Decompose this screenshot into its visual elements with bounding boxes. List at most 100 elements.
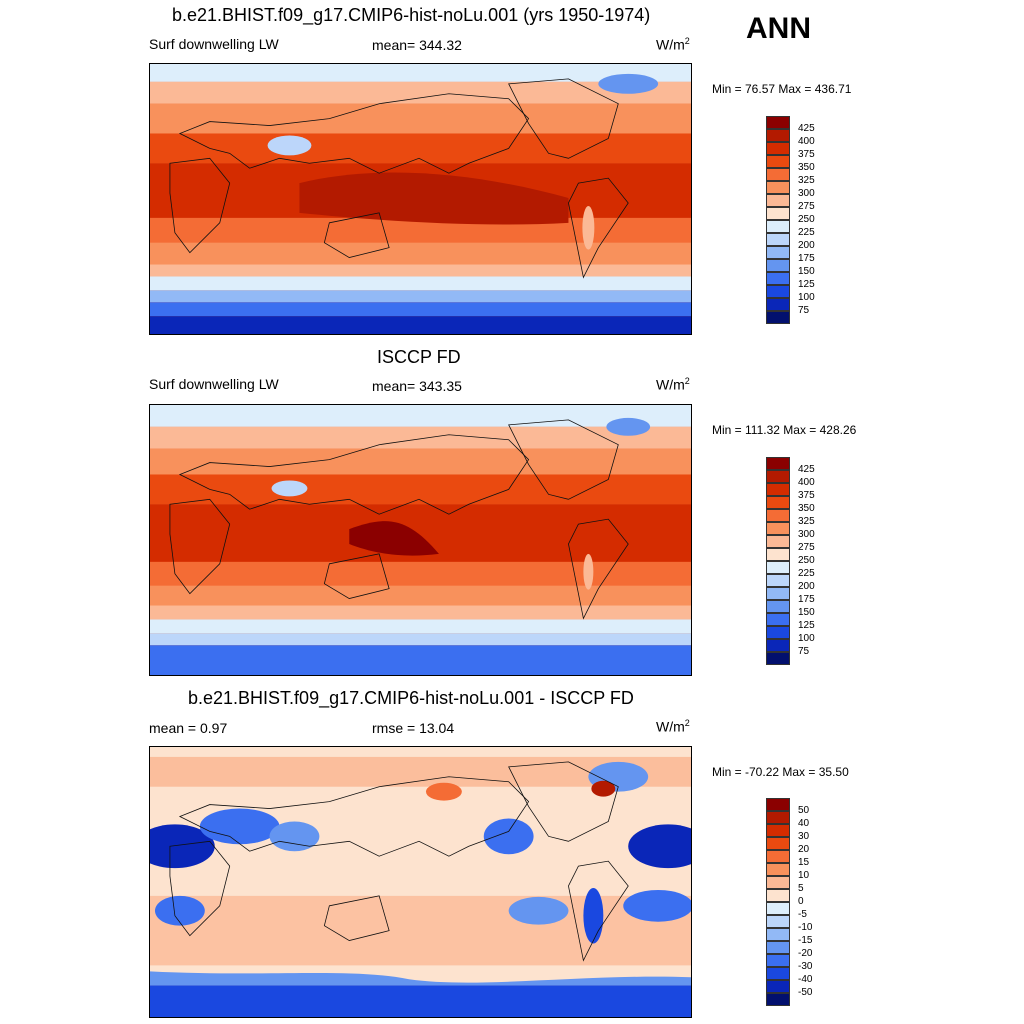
colorbar-swatch (766, 811, 790, 824)
colorbar-swatch (766, 967, 790, 980)
colorbar-swatch (766, 470, 790, 483)
panel3-minmax: Min = -70.22 Max = 35.50 (712, 765, 849, 779)
colorbar-tick-label: 10 (798, 870, 810, 881)
panel3-colorbar: 50 40 30 20 15 10 5 0 -5 -10 -15 -20 -30… (766, 798, 812, 1006)
colorbar-swatch (766, 902, 790, 915)
colorbar-tick-label: 250 (798, 214, 815, 225)
colorbar-swatch (766, 457, 790, 470)
colorbar-swatch (766, 824, 790, 837)
colorbar-swatch (766, 483, 790, 496)
colorbar-tick-label: 250 (798, 555, 815, 566)
panel2-map (149, 404, 692, 676)
colorbar-tick-label: -15 (798, 935, 813, 946)
colorbar-swatch (766, 522, 790, 535)
colorbar-swatch (766, 626, 790, 639)
panel2-mean-label: mean= 343.35 (372, 378, 462, 394)
colorbar-tick-label: 30 (798, 831, 810, 842)
colorbar-tick-label: 150 (798, 266, 815, 277)
colorbar-tick-label: 5 (798, 883, 804, 894)
colorbar-swatch (766, 259, 790, 272)
colorbar-tick-label: 125 (798, 620, 815, 631)
colorbar-swatch (766, 993, 790, 1006)
colorbar-swatch (766, 954, 790, 967)
colorbar-tick-label: 150 (798, 607, 815, 618)
colorbar-tick-label: 400 (798, 477, 815, 488)
panel1-colorbar: 425 400 375 350 325 300 275 250 225 200 … (766, 116, 815, 324)
colorbar-swatch (766, 915, 790, 928)
colorbar-tick-label: 175 (798, 594, 815, 605)
panel3-rmse-label: rmse = 13.04 (372, 720, 455, 736)
colorbar-swatch (766, 168, 790, 181)
colorbar-tick-label: 225 (798, 568, 815, 579)
colorbar-swatch (766, 272, 790, 285)
colorbar-tick-label: -10 (798, 922, 813, 933)
colorbar-swatch (766, 129, 790, 142)
colorbar-swatch (766, 220, 790, 233)
colorbar-tick-label: 425 (798, 123, 815, 134)
panel3-map (149, 746, 692, 1018)
colorbar-swatch (766, 574, 790, 587)
panel3-units: W/m2 (656, 718, 690, 735)
colorbar-tick-label: 20 (798, 844, 810, 855)
panel2-units: W/m2 (656, 376, 690, 393)
colorbar-swatch (766, 928, 790, 941)
colorbar-tick-label: 300 (798, 529, 815, 540)
panel3-title: b.e21.BHIST.f09_g17.CMIP6-hist-noLu.001 … (188, 688, 634, 708)
season-label: ANN (746, 12, 811, 45)
colorbar-tick-label: 300 (798, 188, 815, 199)
panel2-title: ISCCP FD (377, 347, 461, 367)
colorbar-swatch (766, 613, 790, 626)
colorbar-swatch (766, 980, 790, 993)
colorbar-tick-label: 325 (798, 516, 815, 527)
colorbar-swatch (766, 142, 790, 155)
colorbar-tick-label: 50 (798, 805, 810, 816)
panel1-minmax: Min = 76.57 Max = 436.71 (712, 82, 852, 96)
colorbar-tick-label: 350 (798, 162, 815, 173)
colorbar-tick-label: 0 (798, 896, 804, 907)
colorbar-swatch (766, 850, 790, 863)
colorbar-tick-label: 350 (798, 503, 815, 514)
colorbar-tick-label: 200 (798, 581, 815, 592)
colorbar-tick-label: 40 (798, 818, 810, 829)
panel1-mean-label: mean= 344.32 (372, 37, 462, 53)
colorbar-tick-label: 375 (798, 149, 815, 160)
colorbar-tick-label: -40 (798, 974, 813, 985)
panel1-variable-label: Surf downwelling LW (149, 36, 279, 52)
colorbar-tick-label: 275 (798, 542, 815, 553)
panel1-units: W/m2 (656, 36, 690, 53)
panel3-mean-label: mean = 0.97 (149, 720, 228, 736)
colorbar-swatch (766, 496, 790, 509)
colorbar-swatch (766, 941, 790, 954)
colorbar-swatch (766, 798, 790, 811)
colorbar-tick-label: -50 (798, 987, 813, 998)
colorbar-tick-label: 200 (798, 240, 815, 251)
colorbar-tick-label: -20 (798, 948, 813, 959)
colorbar-swatch (766, 181, 790, 194)
colorbar-swatch (766, 639, 790, 652)
colorbar-swatch (766, 285, 790, 298)
colorbar-tick-label: 400 (798, 136, 815, 147)
colorbar-swatch (766, 194, 790, 207)
colorbar-tick-label: 125 (798, 279, 815, 290)
colorbar-swatch (766, 587, 790, 600)
colorbar-swatch (766, 233, 790, 246)
panel1-map (149, 63, 692, 335)
colorbar-tick-label: 75 (798, 646, 810, 657)
colorbar-swatch (766, 298, 790, 311)
colorbar-swatch (766, 600, 790, 613)
colorbar-swatch (766, 311, 790, 324)
panel1-title: b.e21.BHIST.f09_g17.CMIP6-hist-noLu.001 … (172, 5, 651, 25)
colorbar-tick-label: 275 (798, 201, 815, 212)
colorbar-swatch (766, 561, 790, 574)
panel2-colorbar: 425 400 375 350 325 300 275 250 225 200 … (766, 457, 815, 665)
colorbar-swatch (766, 509, 790, 522)
colorbar-tick-label: 375 (798, 490, 815, 501)
colorbar-swatch (766, 863, 790, 876)
colorbar-swatch (766, 548, 790, 561)
colorbar-tick-label: 15 (798, 857, 810, 868)
colorbar-swatch (766, 116, 790, 129)
colorbar-swatch (766, 155, 790, 168)
colorbar-tick-label: 325 (798, 175, 815, 186)
colorbar-tick-label: -5 (798, 909, 807, 920)
colorbar-swatch (766, 837, 790, 850)
